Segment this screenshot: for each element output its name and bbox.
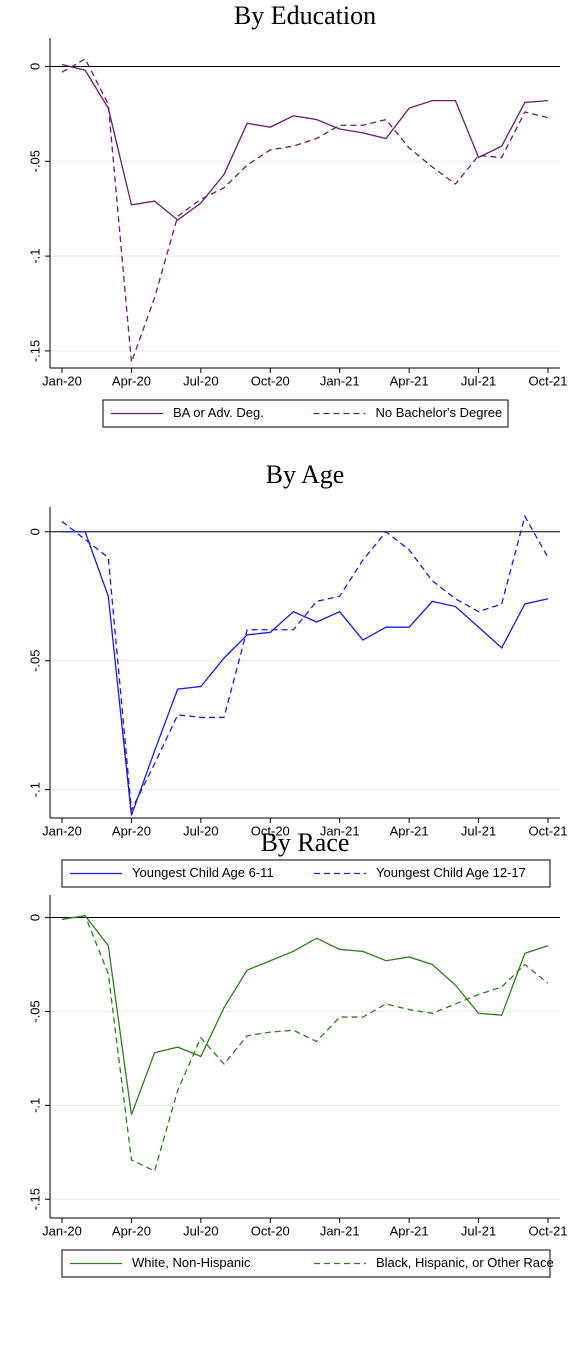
y-tick-label: -.15 [27,340,42,362]
x-tick-label: Jul-20 [183,823,218,838]
series-line [61,514,549,813]
legend-box [61,1249,551,1278]
legend-label: Youngest Child Age 12-17 [376,865,526,880]
x-tick-label: Apr-21 [390,373,429,388]
x-tick-label: Jan-20 [42,1223,82,1238]
x-tick-label: Jul-21 [461,373,496,388]
y-tick-label: -.05 [27,649,42,671]
legend-box [61,859,551,888]
x-tick-label: Jan-20 [42,373,82,388]
legend-label: BA or Adv. Deg. [173,405,264,420]
y-tick-label: -.1 [27,249,42,264]
x-tick-label: Oct-21 [528,373,567,388]
legend-label: Black, Hispanic, or Other Race [376,1255,554,1270]
y-tick-label: 0 [27,528,42,535]
legend-label: Youngest Child Age 6-11 [132,865,274,880]
x-tick-label: Jul-20 [183,1223,218,1238]
chart-title: By Race [261,828,350,857]
y-tick-label: -.15 [27,1188,42,1210]
legend-label: No Bachelor's Degree [376,405,503,420]
chart-title: By Education [234,1,376,30]
x-tick-label: Oct-21 [528,823,567,838]
x-tick-label: Jan-21 [320,373,360,388]
series-line [61,63,549,221]
x-tick-label: Apr-21 [390,1223,429,1238]
x-tick-label: Jan-21 [320,823,360,838]
y-tick-label: 0 [27,914,42,921]
x-tick-label: Jul-21 [461,1223,496,1238]
series-line [61,57,549,363]
series-line [62,531,549,816]
legend-box [102,399,509,428]
y-tick-label: -.1 [27,782,42,797]
legend-label: White, Non-Hispanic [132,1255,251,1270]
x-tick-label: Jul-21 [461,823,496,838]
y-tick-label: 0 [27,63,42,70]
x-tick-label: Jan-21 [320,1223,360,1238]
chart-title: By Age [266,460,345,489]
x-tick-label: Oct-20 [251,1223,290,1238]
x-tick-label: Oct-20 [251,373,290,388]
x-tick-label: Apr-21 [390,823,429,838]
x-tick-label: Apr-20 [112,823,151,838]
x-tick-label: Oct-21 [528,1223,567,1238]
y-tick-label: -.05 [27,150,42,172]
x-tick-label: Apr-20 [112,1223,151,1238]
x-tick-label: Apr-20 [112,373,151,388]
y-tick-label: -.05 [27,1000,42,1022]
x-tick-label: Oct-20 [251,823,290,838]
x-tick-label: Jan-20 [42,823,82,838]
series-line [61,914,549,1172]
series-line [61,914,549,1115]
y-tick-label: -.1 [27,1098,42,1113]
x-tick-label: Jul-20 [183,373,218,388]
